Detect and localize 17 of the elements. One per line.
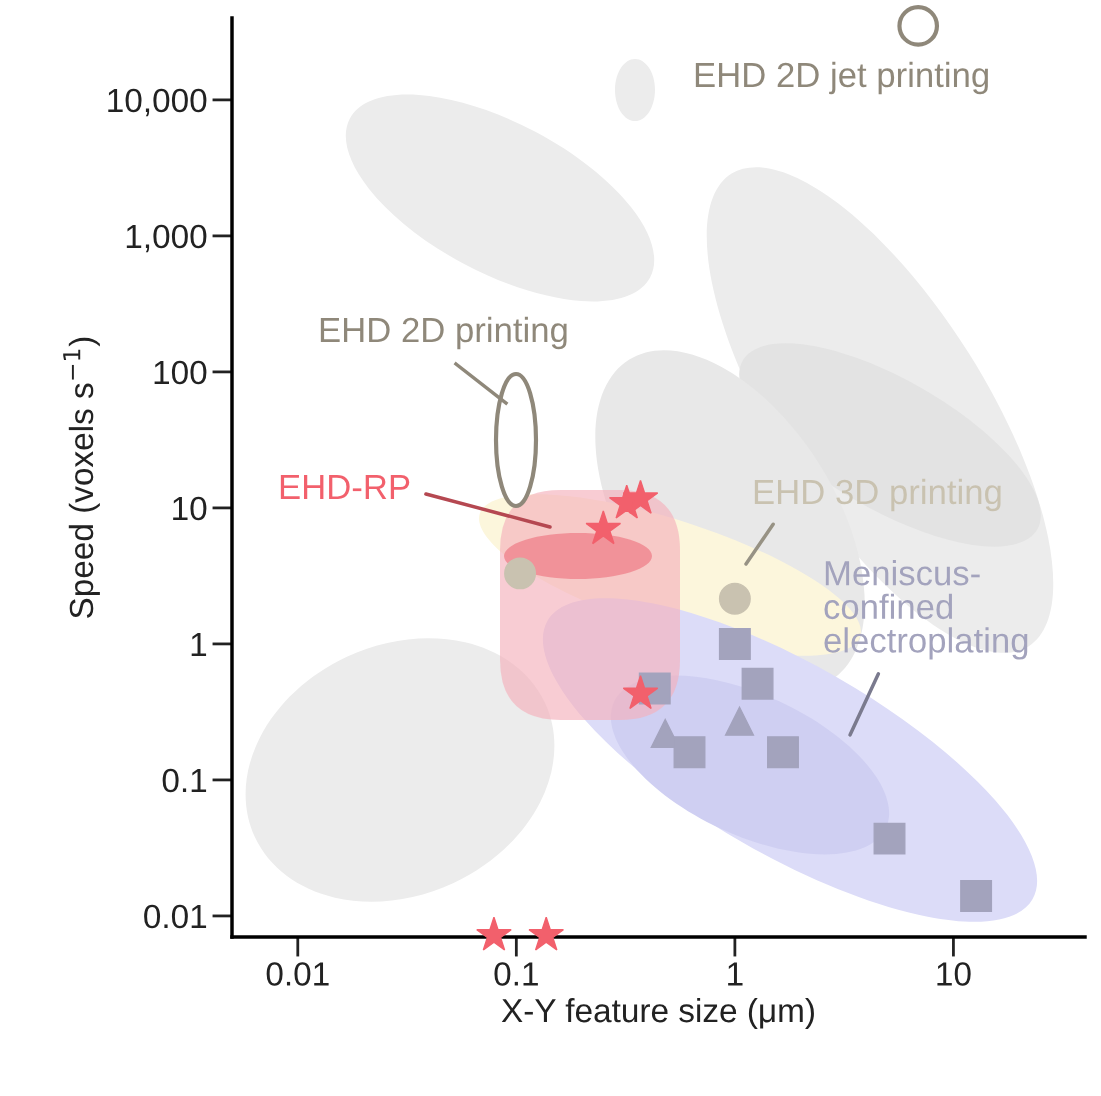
- annotation: EHD 2D printing: [320, 316, 567, 350]
- y-tick-label: 0.01: [144, 904, 207, 929]
- y-tick-label: 10,000: [108, 88, 207, 117]
- y-tick-label: 1: [191, 633, 207, 656]
- y-tick-label: 0.1: [162, 768, 207, 793]
- x-tick-label: 10: [937, 962, 971, 986]
- text: EHD-RP: [280, 475, 410, 499]
- y-tick-label: 100: [154, 360, 207, 385]
- x-tick-label: 1: [728, 962, 743, 986]
- series-label: EHD 2D jet printing: [695, 61, 988, 95]
- x-axis-title: X-Y feature size (μm): [501, 997, 814, 1029]
- x-tick-label: 0.1: [494, 962, 538, 986]
- x-tick-label: 0.01: [266, 962, 329, 986]
- y-tick-label: 1,000: [126, 224, 207, 253]
- series-label: Meniscus- confined electroplating: [824, 560, 1028, 660]
- y-axis-title: Speed (voxels s$^{−1}$): [63, 337, 100, 618]
- y-tick-label: 10: [173, 496, 207, 521]
